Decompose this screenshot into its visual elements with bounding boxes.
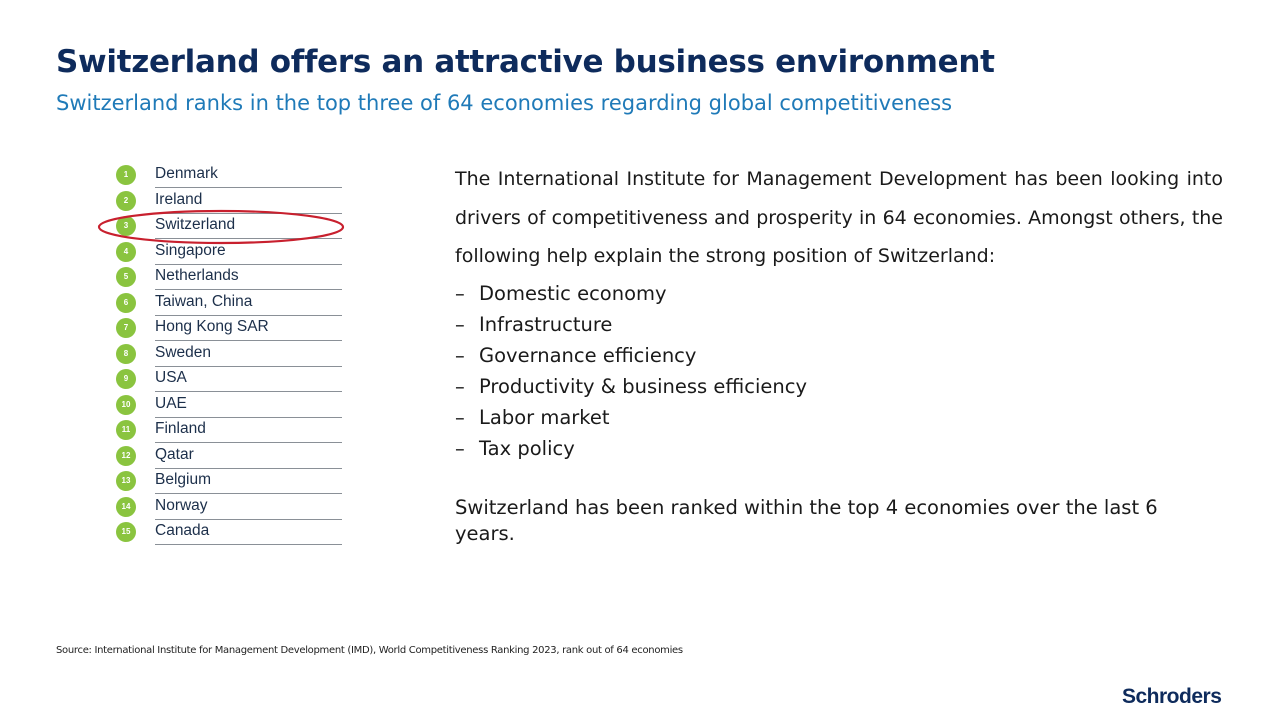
rank-badge: 3 <box>116 216 136 236</box>
country-name: Finland <box>155 420 206 437</box>
driver-label: Tax policy <box>479 437 575 460</box>
country-name: UAE <box>155 394 187 412</box>
ranking-row: 14 Norway <box>116 495 348 521</box>
ranking-row: 8 Sweden <box>116 342 348 368</box>
country-name: Belgium <box>155 471 211 488</box>
ranking-row: 5 Netherlands <box>116 265 348 291</box>
row-divider <box>155 544 342 545</box>
driver-item: – Governance efficiency <box>455 340 807 371</box>
rank-badge: 15 <box>116 522 136 542</box>
rank-badge: 6 <box>116 292 136 313</box>
driver-item: – Productivity & business efficiency <box>455 371 807 402</box>
closing-paragraph: Switzerland has been ranked within the t… <box>455 496 1158 545</box>
driver-label: Productivity & business efficiency <box>479 375 807 398</box>
rank-badge: 2 <box>116 190 136 211</box>
country-name: Switzerland <box>155 216 236 233</box>
dash-icon: – <box>455 313 465 336</box>
ranking-row: 4 Singapore <box>116 240 348 266</box>
rank-badge: 14 <box>116 496 136 517</box>
rank-badge: 10 <box>116 394 136 415</box>
driver-label: Infrastructure <box>479 313 613 336</box>
ranking-row: 11 Finland <box>116 418 348 444</box>
rank-badge: 12 <box>116 445 136 466</box>
driver-item: – Tax policy <box>455 433 807 464</box>
country-name: Netherlands <box>155 267 239 284</box>
row-divider <box>155 467 342 469</box>
dash-icon: – <box>455 375 465 398</box>
ranking-row: 13 Belgium <box>116 469 348 495</box>
rank-badge: 13 <box>116 471 136 491</box>
driver-item: – Domestic economy <box>455 278 807 309</box>
row-divider <box>155 442 342 443</box>
source-footnote: Source: International Institute for Mana… <box>56 645 683 656</box>
row-divider <box>155 263 342 265</box>
ranking-row: 10 UAE <box>116 393 348 419</box>
rank-badge: 11 <box>116 420 136 440</box>
highlight-circle-icon <box>97 209 345 245</box>
row-divider <box>155 340 342 341</box>
country-name: Denmark <box>155 165 218 182</box>
drivers-list: – Domestic economy – Infrastructure – Governa… <box>455 278 807 464</box>
ranking-row: 7 Hong Kong SAR <box>116 316 348 342</box>
rank-badge: 7 <box>116 318 136 338</box>
row-divider <box>155 238 342 239</box>
driver-label: Labor market <box>479 406 610 429</box>
row-divider <box>155 416 342 418</box>
driver-label: Domestic economy <box>479 282 667 305</box>
dash-icon: – <box>455 344 465 367</box>
dash-icon: – <box>455 282 465 305</box>
country-name: Sweden <box>155 343 212 361</box>
country-name: Canada <box>155 522 210 539</box>
country-name: Hong Kong SAR <box>155 318 269 335</box>
rank-badge: 4 <box>116 241 136 262</box>
row-divider <box>155 212 342 214</box>
row-divider <box>155 187 342 188</box>
driver-item: – Labor market <box>455 402 807 433</box>
country-name: Taiwan, China <box>155 292 253 310</box>
country-name: Singapore <box>155 241 226 259</box>
slide-subtitle: Switzerland ranks in the top three of 64… <box>56 91 953 115</box>
country-name: Ireland <box>155 190 203 208</box>
dash-icon: – <box>455 406 465 429</box>
intro-paragraph: The International Institute for Manageme… <box>455 168 1223 267</box>
row-divider <box>155 289 342 290</box>
ranking-row: 15 Canada <box>116 520 348 546</box>
country-name: Norway <box>155 496 208 514</box>
schroders-logo: Schroders <box>1122 685 1222 708</box>
row-divider <box>155 365 342 367</box>
ranking-row: 12 Qatar <box>116 444 348 470</box>
rank-badge: 5 <box>116 267 136 287</box>
row-divider <box>155 493 342 494</box>
slide-title: Switzerland offers an attractive busines… <box>56 44 995 80</box>
driver-item: – Infrastructure <box>455 309 807 340</box>
rank-badge: 1 <box>116 165 136 185</box>
rank-badge: 9 <box>116 369 136 389</box>
dash-icon: – <box>455 437 465 460</box>
ranking-row: 9 USA <box>116 367 348 393</box>
row-divider <box>155 314 342 316</box>
rank-badge: 8 <box>116 343 136 364</box>
ranking-row: 6 Taiwan, China <box>116 291 348 317</box>
row-divider <box>155 391 342 392</box>
ranking-row: 1 Denmark <box>116 163 348 189</box>
row-divider <box>155 518 342 520</box>
country-name: Qatar <box>155 445 194 463</box>
driver-label: Governance efficiency <box>479 344 697 367</box>
ranking-row: 3 Switzerland <box>116 214 348 240</box>
country-name: USA <box>155 369 187 386</box>
ranking-row: 2 Ireland <box>116 189 348 215</box>
